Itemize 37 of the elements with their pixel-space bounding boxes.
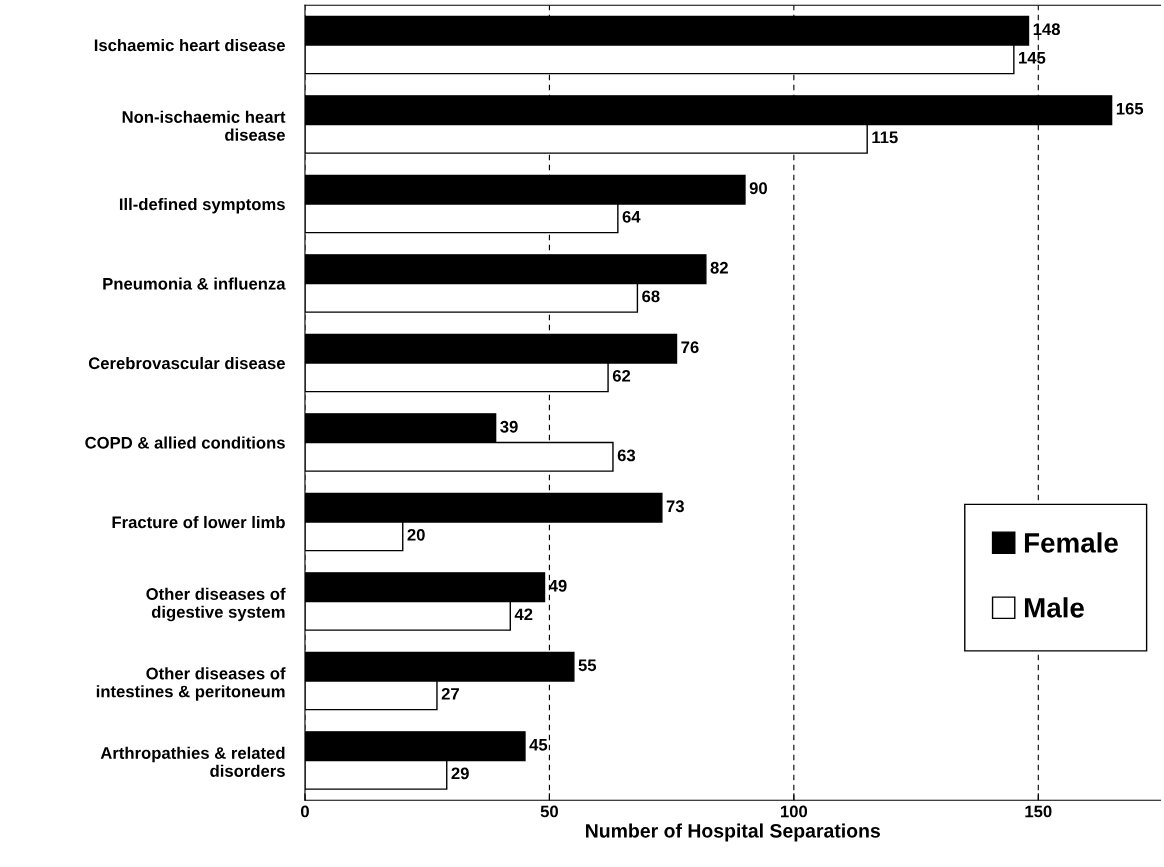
legend-label: Male bbox=[1024, 597, 1084, 618]
y-tick-label: Pneumonia & influenza bbox=[103, 277, 286, 290]
data-label: 68 bbox=[642, 290, 660, 303]
data-label: 45 bbox=[529, 739, 548, 751]
data-label: 39 bbox=[500, 420, 518, 433]
data-label: 90 bbox=[749, 182, 767, 195]
data-label: 42 bbox=[514, 608, 533, 621]
x-axis-title: Number of Hospital Separations bbox=[586, 823, 880, 842]
data-label: 148 bbox=[1033, 23, 1060, 36]
legend-label: Female bbox=[1024, 532, 1118, 553]
data-label: 20 bbox=[407, 528, 425, 541]
data-label: 64 bbox=[622, 210, 641, 223]
x-tick-label: 100 bbox=[781, 805, 808, 818]
data-label: 115 bbox=[872, 131, 898, 144]
x-tick-label: 150 bbox=[1025, 805, 1052, 818]
data-label: 49 bbox=[548, 579, 567, 592]
data-label: 145 bbox=[1019, 52, 1046, 64]
y-tick-label: Ischaemic heart disease bbox=[94, 38, 285, 52]
data-label: 73 bbox=[666, 500, 684, 513]
x-tick-label: 50 bbox=[540, 805, 558, 818]
data-label: 76 bbox=[681, 341, 699, 354]
y-tick-label: Non-ischaemic heart disease bbox=[122, 110, 286, 141]
data-label: 62 bbox=[612, 369, 631, 382]
data-label: 27 bbox=[441, 687, 459, 700]
y-tick-label: COPD & allied conditions bbox=[85, 436, 285, 449]
data-label: 55 bbox=[578, 659, 597, 672]
y-tick-label: Cerebrovascular disease bbox=[88, 356, 285, 370]
data-label: 63 bbox=[617, 449, 636, 462]
x-tick-label: 0 bbox=[300, 805, 309, 818]
y-tick-label: Other diseases of intestines & peritoneum bbox=[96, 667, 286, 701]
y-tick-label: Fracture of lower limb bbox=[112, 515, 285, 529]
data-label: 82 bbox=[710, 261, 728, 274]
y-tick-label: Arthropathies & related disorders bbox=[100, 746, 285, 777]
data-label: 29 bbox=[451, 767, 469, 780]
data-label: 165 bbox=[1116, 102, 1144, 115]
y-tick-label: Ill-defined symptoms bbox=[119, 197, 285, 214]
y-tick-label: Other diseases of digestive system bbox=[146, 587, 286, 622]
